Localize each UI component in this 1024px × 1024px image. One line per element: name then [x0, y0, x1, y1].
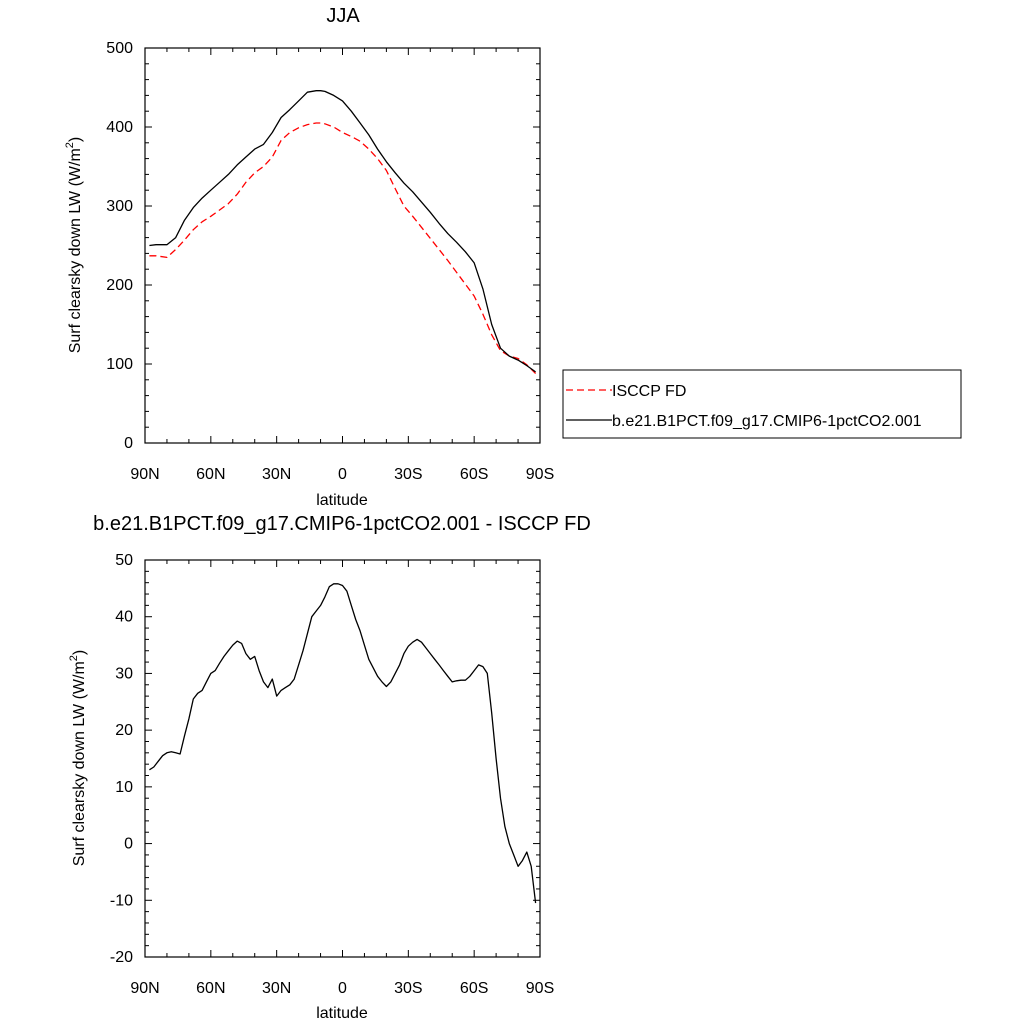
legend: ISCCP FD b.e21.B1PCT.f09_g17.CMIP6-1pctC… [562, 369, 962, 439]
legend-label-isccp-fd: ISCCP FD [612, 383, 686, 400]
legend-label-model: b.e21.B1PCT.f09_g17.CMIP6-1pctCO2.001 [612, 413, 922, 430]
bottom-series-lines [149, 583, 537, 904]
bottom-x-tick-label: 90N [130, 980, 159, 997]
top-x-tick-label: 60S [460, 466, 488, 483]
top-x-tick-label: 90N [130, 466, 159, 483]
bottom-y-tick-label: 20 [115, 722, 133, 739]
top-x-ticks: 90N 60N 30N 0 30S 60S 90S [130, 48, 554, 483]
top-chart: JJA 0 100 200 300 400 500 90N 60N 30N 0 30S 60S 90S… [64, 5, 962, 509]
bottom-x-tick-label: 60S [460, 980, 488, 997]
bottom-y-tick-label: 50 [115, 552, 133, 569]
bottom-y-tick-label: -20 [110, 949, 133, 966]
top-y-tick-label: 200 [106, 277, 133, 294]
bottom-y-tick-label: 40 [115, 609, 133, 626]
bottom-y-tick-label: 30 [115, 665, 133, 682]
bottom-x-tick-label: 30S [394, 980, 422, 997]
bottom-x-tick-label: 90S [526, 980, 554, 997]
top-model-line [149, 90, 536, 373]
bottom-x-tick-label: 0 [338, 980, 347, 997]
bottom-x-tick-label: 30N [262, 980, 291, 997]
bottom-y-ticks: -20 -10 0 10 20 30 40 50 [110, 552, 540, 966]
bottom-y-axis-label-sup: 2 [68, 655, 80, 661]
legend-box [562, 369, 962, 439]
bottom-x-ticks: 90N 60N 30N 0 30S 60S 90S [130, 560, 554, 997]
top-y-tick-label: 500 [106, 40, 133, 57]
bottom-difference-line [149, 583, 537, 904]
bottom-x-axis-label: latitude [316, 1005, 368, 1022]
top-chart-title: JJA [326, 5, 360, 27]
top-y-tick-label: 400 [106, 119, 133, 136]
top-x-tick-label: 60N [196, 466, 225, 483]
bottom-y-tick-label: 10 [115, 779, 133, 796]
top-y-axis-label-close: ) [67, 137, 84, 142]
bottom-y-axis-label-close: ) [71, 650, 88, 655]
top-y-ticks: 0 100 200 300 400 500 [106, 40, 540, 452]
bottom-y-tick-label: 0 [124, 836, 133, 853]
top-y-tick-label: 300 [106, 198, 133, 215]
top-x-tick-label: 0 [338, 466, 347, 483]
top-x-tick-label: 30S [394, 466, 422, 483]
bottom-y-axis-label: Surf clearsky down LW (W/m2) [68, 650, 88, 867]
bottom-chart: b.e21.B1PCT.f09_g17.CMIP6-1pctCO2.001 - … [68, 513, 591, 1022]
bottom-chart-title: b.e21.B1PCT.f09_g17.CMIP6-1pctCO2.001 - … [93, 513, 591, 535]
bottom-plot-frame [144, 559, 541, 958]
top-series-lines [149, 90, 537, 374]
top-plot-frame [144, 47, 541, 444]
bottom-y-axis-label-main: Surf clearsky down LW (W/m [71, 661, 88, 866]
bottom-x-tick-label: 60N [196, 980, 225, 997]
top-isccp-fd-line [149, 122, 537, 374]
top-y-axis-label-sup: 2 [64, 142, 76, 148]
bottom-y-tick-label: -10 [110, 892, 133, 909]
top-x-axis-label: latitude [316, 492, 368, 509]
top-y-axis-label: Surf clearsky down LW (W/m2) [64, 137, 84, 354]
top-x-tick-label: 90S [526, 466, 554, 483]
top-y-axis-label-main: Surf clearsky down LW (W/m [67, 148, 84, 353]
top-y-tick-label: 0 [124, 435, 133, 452]
top-y-tick-label: 100 [106, 356, 133, 373]
top-x-tick-label: 30N [262, 466, 291, 483]
